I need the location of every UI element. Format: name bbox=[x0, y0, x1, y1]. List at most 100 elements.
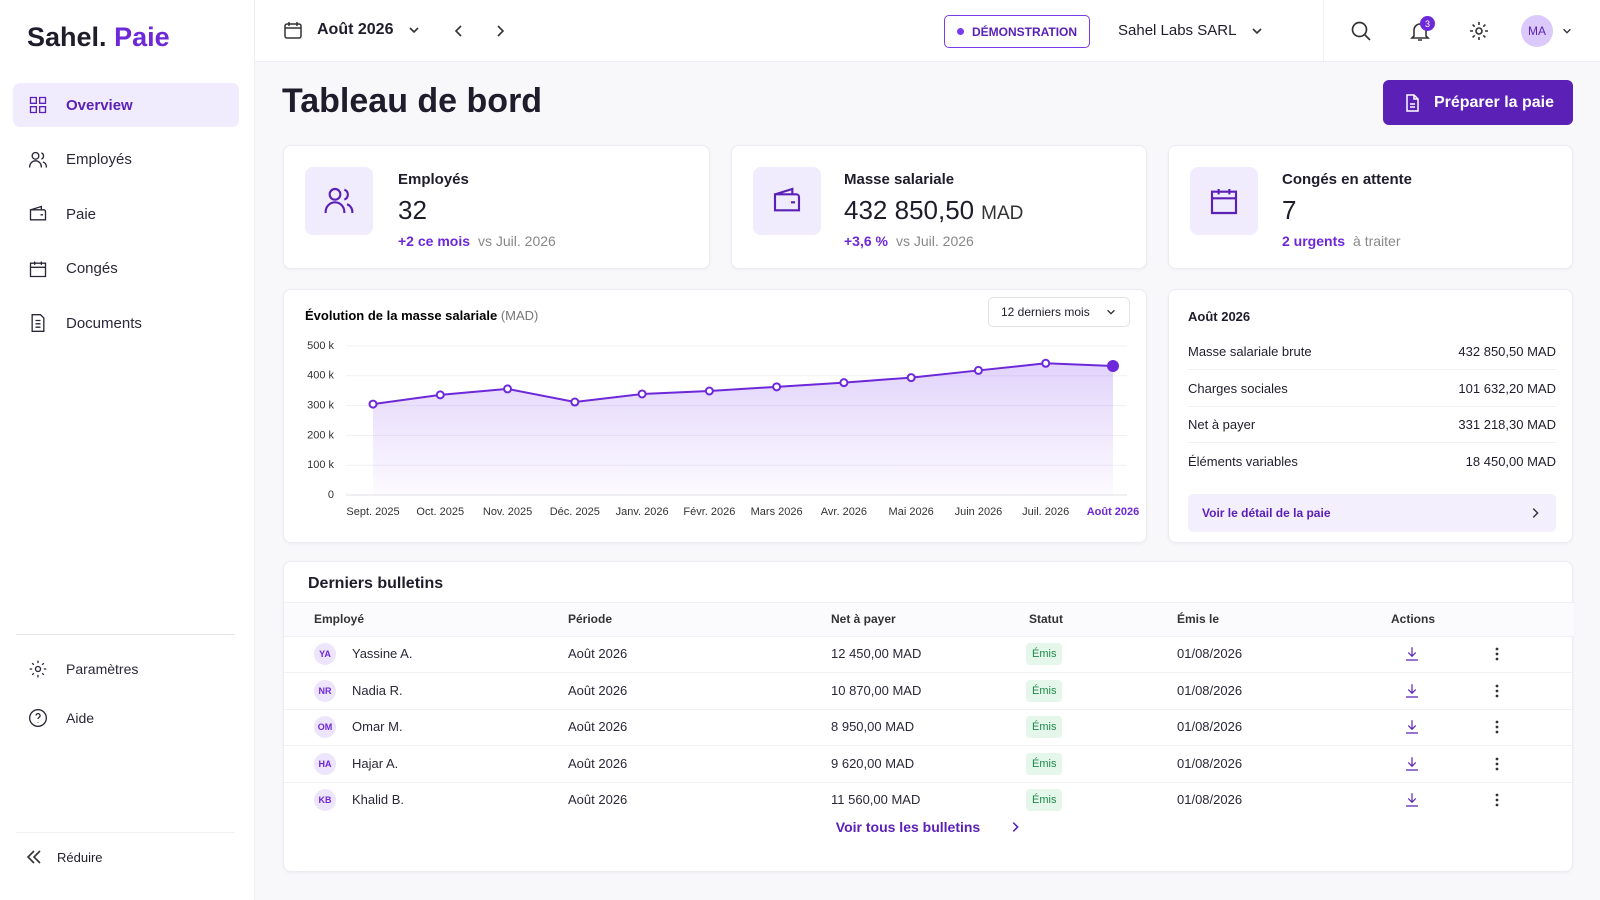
divider bbox=[16, 634, 235, 635]
avatar[interactable]: MA bbox=[1521, 15, 1553, 47]
nav-item[interactable]: Documents bbox=[13, 301, 239, 345]
nav-icon bbox=[31, 314, 45, 332]
payslips-link[interactable]: Voir tous les bulletins bbox=[284, 819, 1574, 835]
point bbox=[368, 399, 378, 409]
period-label: Août 2026 bbox=[317, 21, 394, 38]
issued-date: 01/08/2026 bbox=[1177, 792, 1243, 807]
download-button[interactable] bbox=[1403, 645, 1421, 663]
x-tick-label: Sept. 2025 bbox=[346, 506, 399, 518]
download-icon-shape bbox=[1406, 720, 1418, 734]
download-button[interactable] bbox=[1403, 682, 1421, 700]
column-header: Net à payer bbox=[831, 612, 896, 626]
nav-item[interactable]: Overview bbox=[13, 83, 239, 127]
kpi-icon-shape bbox=[1210, 189, 1238, 215]
chevron-down bbox=[409, 27, 420, 34]
period-picker[interactable]: Août 2026 bbox=[283, 20, 421, 40]
nav-label: Congés bbox=[66, 260, 118, 277]
issued-date: 01/08/2026 bbox=[1177, 682, 1243, 698]
employee-avatar: HA bbox=[314, 752, 336, 775]
download-icon bbox=[1406, 683, 1418, 698]
nav-item[interactable]: Congés bbox=[13, 247, 239, 291]
collapse-icon bbox=[26, 850, 41, 864]
summary-row: Net à payer 331 218,30 MAD bbox=[1188, 407, 1556, 443]
x-tick-label: Août 2026 bbox=[1087, 506, 1140, 518]
summary-row: Charges sociales 101 632,20 MAD bbox=[1188, 371, 1556, 407]
summary-value: 331 218,30 MAD bbox=[1458, 417, 1556, 432]
nav-icon bbox=[29, 205, 47, 221]
chart-card: Évolution de la masse salariale (MAD) 0 1… bbox=[283, 289, 1147, 543]
point bbox=[973, 365, 983, 375]
kpi-value: 7 bbox=[1282, 195, 1296, 226]
kpi-value: 432 850,50 MAD bbox=[844, 195, 1023, 226]
employee-name: Yassine A. bbox=[352, 646, 413, 661]
download-button[interactable] bbox=[1403, 718, 1421, 736]
point bbox=[503, 384, 513, 394]
summary-value: 432 850,50 MAD bbox=[1458, 344, 1556, 359]
chevron-right bbox=[1012, 822, 1019, 832]
download-button[interactable] bbox=[1403, 791, 1421, 809]
nav-icon bbox=[29, 261, 47, 277]
more-button[interactable] bbox=[1494, 645, 1500, 663]
net-pay: 8 950,00 MAD bbox=[831, 719, 915, 734]
net-pay: 11 560,00 MAD bbox=[831, 792, 921, 807]
x-tick-label: Juil. 2026 bbox=[1022, 506, 1069, 518]
kpi-icon bbox=[773, 187, 801, 212]
column-header: Employé bbox=[314, 612, 365, 626]
nav-item[interactable]: Paramètres bbox=[13, 647, 239, 691]
row-divider bbox=[284, 708, 1574, 710]
next-button[interactable] bbox=[492, 23, 508, 39]
range-select-label: 12 derniers mois bbox=[1001, 305, 1090, 319]
column-header: Émis le bbox=[1177, 612, 1220, 626]
employee-avatar: OM bbox=[314, 716, 336, 738]
search-button[interactable] bbox=[1350, 20, 1372, 42]
download-icon-shape bbox=[1406, 683, 1418, 698]
summary-link[interactable]: Voir le détail de la paie bbox=[1188, 494, 1556, 532]
x-tick-label: Mai 2026 bbox=[889, 506, 934, 518]
collapse-button[interactable]: Réduire bbox=[25, 848, 103, 866]
chevron-down bbox=[1107, 309, 1115, 315]
more-button[interactable] bbox=[1494, 791, 1500, 809]
prev-button[interactable] bbox=[451, 23, 467, 39]
x-tick-label: Oct. 2025 bbox=[416, 506, 464, 518]
nav-icon bbox=[29, 660, 47, 678]
employee-avatar: NR bbox=[314, 679, 336, 702]
y-tick-label: 200 k bbox=[307, 429, 334, 441]
download-icon-shape bbox=[1406, 756, 1418, 771]
company-switcher[interactable]: Sahel Labs SARL bbox=[1118, 22, 1264, 39]
nav-item[interactable]: Paie bbox=[13, 192, 239, 236]
more-button[interactable] bbox=[1494, 718, 1500, 736]
primary-button[interactable]: Préparer la paie bbox=[1383, 80, 1573, 125]
download-icon-shape bbox=[1406, 793, 1418, 807]
issued-date: 01/08/2026 bbox=[1177, 719, 1243, 734]
row-divider bbox=[284, 672, 1574, 673]
nav-icon-shape bbox=[29, 660, 47, 678]
download-button[interactable] bbox=[1403, 755, 1421, 773]
download-icon bbox=[1406, 756, 1418, 771]
status-badge: Émis bbox=[1026, 789, 1063, 811]
chart-title: Évolution de la masse salariale bbox=[305, 308, 497, 323]
nav-label: Aide bbox=[66, 710, 95, 726]
primary-button-label: Préparer la paie bbox=[1433, 93, 1555, 111]
more-button[interactable] bbox=[1494, 755, 1500, 773]
range-select[interactable]: 12 derniers mois bbox=[988, 297, 1130, 327]
kpi-icon-shape bbox=[324, 187, 354, 213]
kpi-icon-box bbox=[753, 167, 821, 235]
point bbox=[570, 397, 580, 407]
nav-icon-shape bbox=[29, 261, 47, 277]
settings-button[interactable] bbox=[1468, 20, 1490, 42]
more-icon bbox=[1495, 647, 1499, 661]
nav-item[interactable]: Employés bbox=[13, 138, 239, 182]
nav-item[interactable]: Aide bbox=[13, 696, 239, 740]
kpi-icon-box bbox=[1190, 167, 1258, 235]
kpi-value-number: 32 bbox=[398, 195, 427, 225]
period: Août 2026 bbox=[568, 682, 628, 698]
kpi-delta: 2 urgents à traiter bbox=[1282, 233, 1400, 249]
employee-name: Nadia R. bbox=[352, 682, 403, 698]
payslips-card: Derniers bulletins Employé Période Net à p… bbox=[283, 561, 1574, 872]
download-icon bbox=[1406, 793, 1418, 807]
nav-icon-shape bbox=[29, 205, 47, 221]
more-button[interactable] bbox=[1494, 682, 1500, 700]
summary-row: Masse salariale brute 432 850,50 MAD bbox=[1188, 334, 1556, 370]
summary-value: 101 632,20 MAD bbox=[1458, 380, 1556, 396]
